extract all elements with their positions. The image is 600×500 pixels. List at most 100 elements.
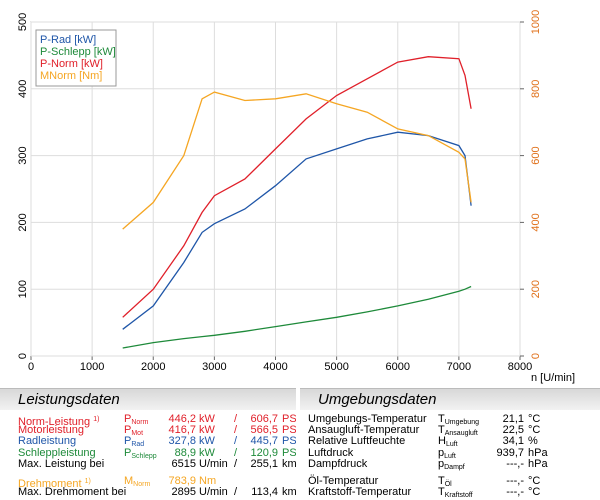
y-tick-label: 400 bbox=[17, 80, 29, 98]
symbol-main: p bbox=[438, 457, 445, 470]
symbol-sub: Norm bbox=[131, 419, 149, 426]
value: 416,7 bbox=[168, 424, 196, 437]
label-text: Kraftstoff-Temperatur bbox=[308, 486, 412, 499]
x-tick-label: 0 bbox=[28, 361, 34, 373]
legend-entry: P-Norm [kW] bbox=[40, 58, 103, 70]
panel-title: Leistungsdaten bbox=[18, 391, 120, 408]
value: 327,8 bbox=[168, 435, 196, 448]
separator: / bbox=[234, 435, 238, 448]
symbol: TÖl bbox=[438, 476, 452, 490]
x-axis-label: n [U/min] bbox=[531, 372, 575, 384]
row-label: Drehmoment 1) bbox=[18, 476, 91, 490]
panel-header: Leistungsdaten bbox=[0, 388, 296, 410]
panel: Umgebungsdaten Umgebungs-Temperatur TUmgeb… bbox=[300, 388, 600, 500]
y-tick-label: 200 bbox=[17, 213, 29, 231]
unit2: PS bbox=[282, 435, 296, 448]
row-label: Luftdruck bbox=[308, 447, 353, 459]
label-text: Norm-Leistung bbox=[18, 416, 91, 428]
x-tick-label: 5000 bbox=[324, 361, 348, 373]
value: ---,- bbox=[506, 457, 524, 470]
x-tick-label: 4000 bbox=[263, 361, 287, 373]
series-line bbox=[122, 91, 472, 230]
value2: 566,5 bbox=[250, 424, 278, 437]
x-tick-label: 1000 bbox=[80, 361, 104, 373]
row-label: Norm-Leistung 1) bbox=[18, 414, 99, 428]
y-tick-label: 0 bbox=[17, 353, 29, 359]
x-tick-label: 6000 bbox=[386, 361, 410, 373]
label-text: Relative Luftfeuchte bbox=[308, 435, 406, 448]
legend-entry: P-Rad [kW] bbox=[40, 34, 96, 46]
value: ---,- bbox=[506, 475, 524, 487]
y2-tick-label: 600 bbox=[530, 146, 542, 164]
panel-title: Umgebungsdaten bbox=[318, 391, 437, 408]
value: 783,9 bbox=[168, 475, 196, 487]
unit: kW bbox=[199, 424, 215, 437]
chart: n [U/min] 0 1000 2000 3000 4000 5000 6000 7000 8… bbox=[17, 10, 575, 384]
y2-tick-label: 800 bbox=[530, 80, 542, 98]
label-text: Max. Drehmoment bei bbox=[18, 486, 127, 499]
y2-tick-label: 200 bbox=[530, 280, 542, 298]
symbol-main: P bbox=[124, 424, 132, 437]
unit: U/min bbox=[199, 457, 228, 470]
symbol: TUmgebung bbox=[438, 414, 479, 428]
symbol: TKraftstoff bbox=[438, 487, 473, 500]
value: 22,5 bbox=[502, 424, 524, 437]
unit: °C bbox=[528, 413, 541, 425]
value2: 606,7 bbox=[250, 413, 278, 425]
symbol-main: T bbox=[438, 486, 445, 499]
symbol: PMot bbox=[124, 425, 143, 439]
symbol: PNorm bbox=[124, 414, 148, 428]
legend-box bbox=[35, 29, 117, 87]
unit: kW bbox=[199, 413, 215, 425]
value: 939,7 bbox=[496, 446, 524, 459]
label-text: Öl-Temperatur bbox=[308, 475, 379, 487]
value: 6515 bbox=[171, 457, 196, 470]
symbol-sub: Kraftstoff bbox=[444, 492, 473, 500]
y-tick-label: 300 bbox=[17, 146, 29, 164]
symbol-sub: Umgebung bbox=[444, 419, 479, 426]
symbol: PRad bbox=[124, 436, 144, 450]
symbol-sub: Norm bbox=[133, 481, 151, 488]
symbol-main: T bbox=[438, 424, 445, 437]
symbol-main: p bbox=[438, 446, 445, 459]
label-text: Dampfdruck bbox=[308, 457, 368, 470]
x-tick-label: 3000 bbox=[202, 361, 226, 373]
legend-entry: MNorm [Nm] bbox=[40, 70, 102, 82]
value2: 113,4 bbox=[251, 486, 278, 499]
symbol: PSchlepp bbox=[124, 447, 157, 462]
row-label: Kraftstoff-Temperatur bbox=[308, 487, 411, 498]
symbol-sub: Luft bbox=[444, 452, 456, 460]
label-text: Motorleistung bbox=[18, 424, 85, 437]
row-label: Motorleistung bbox=[18, 425, 84, 436]
unit: kW bbox=[199, 446, 215, 459]
unit: °C bbox=[528, 486, 541, 499]
label-text: Max. Leistung bei bbox=[18, 457, 105, 470]
row-label: Dampfdruck bbox=[308, 457, 368, 470]
series-line bbox=[122, 56, 472, 318]
value: 2895 bbox=[171, 486, 196, 499]
value2: 255,1 bbox=[250, 457, 278, 470]
value2: 120,9 bbox=[250, 446, 278, 459]
symbol: pLuft bbox=[438, 446, 456, 462]
symbol-main: M bbox=[124, 475, 134, 487]
separator: / bbox=[234, 486, 238, 499]
symbol-sub: Mot bbox=[131, 430, 144, 438]
footnote-mark: 1) bbox=[84, 478, 91, 485]
value: ---,- bbox=[506, 486, 524, 499]
symbol-main: T bbox=[438, 413, 445, 425]
row-label: Ansaugluft-Temperatur bbox=[308, 425, 419, 436]
symbol: TAnsaugluft bbox=[438, 425, 478, 439]
symbol-sub: Schlepp bbox=[131, 452, 157, 460]
symbol-sub: Rad bbox=[131, 441, 145, 449]
symbol-main: P bbox=[124, 435, 132, 448]
series-line bbox=[122, 131, 472, 330]
series-line bbox=[122, 285, 472, 349]
label-text: Umgebungs-Temperatur bbox=[308, 413, 427, 425]
value2: 445,7 bbox=[250, 435, 278, 448]
symbol-sub: Dampf bbox=[444, 463, 465, 471]
unit: hPa bbox=[528, 457, 548, 470]
symbol-sub: Ansaugluft bbox=[444, 430, 478, 438]
symbol: pDampf bbox=[438, 457, 465, 473]
row-label: Umgebungs-Temperatur bbox=[308, 414, 427, 425]
